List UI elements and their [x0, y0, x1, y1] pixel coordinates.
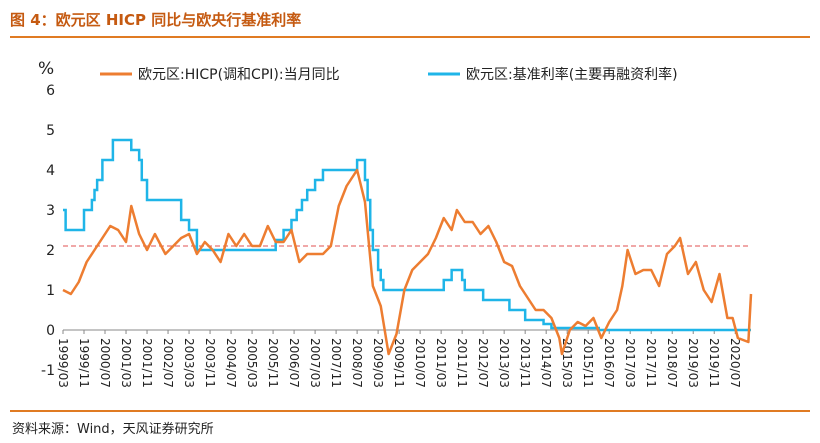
x-tick-label: 1999/11: [77, 338, 91, 388]
figure-title: 图 4：欧元区 HICP 同比与欧央行基准利率: [10, 11, 302, 29]
x-tick-label: 2007/11: [329, 338, 343, 388]
x-tick-label: 1999/03: [56, 338, 70, 388]
y-tick-label: 2: [46, 243, 55, 259]
x-tick-label: 2008/07: [350, 338, 364, 388]
series-line-hicp: [62, 168, 753, 356]
x-tick-label: 2009/11: [392, 338, 406, 388]
y-tick-label: 4: [46, 163, 55, 179]
y-tick-label: 0: [46, 323, 55, 339]
x-tick-label: 2002/07: [161, 338, 175, 388]
x-tick-label: 2004/07: [224, 338, 238, 388]
x-tick-label: 2020/07: [728, 338, 742, 388]
x-tick-label: 2005/03: [245, 338, 259, 388]
y-tick-label: 1: [46, 283, 55, 299]
x-tick-label: 2006/07: [287, 338, 301, 388]
y-axis-label: %: [38, 59, 54, 79]
x-tick-label: 2009/03: [371, 338, 385, 388]
x-tick-label: 2019/11: [707, 338, 721, 388]
x-tick-label: 2017/11: [644, 338, 658, 388]
header-rule: [10, 36, 810, 38]
x-tick-label: 2003/11: [203, 338, 217, 388]
y-tick-label: 6: [46, 83, 55, 99]
x-tick-label: 2007/03: [308, 338, 322, 388]
x-tick-label: 2017/03: [623, 338, 637, 388]
x-tick-layer: 1999/03 1999/11 2000/07 2001/03 2001/11 2002/…: [56, 330, 742, 388]
y-tick-label: -1: [41, 363, 55, 379]
x-tick-label: 2003/03: [182, 338, 196, 388]
x-tick-label: 2014/07: [539, 338, 553, 388]
x-tick-label: 2010/07: [413, 338, 427, 388]
x-tick-label: 2019/03: [686, 338, 700, 388]
x-tick-label: 2011/03: [434, 338, 448, 388]
legend: 欧元区:HICP(调和CPI):当月同比 欧元区:基准利率(主要再融资利率): [100, 66, 678, 83]
legend-label-hicp: 欧元区:HICP(调和CPI):当月同比: [138, 67, 340, 83]
x-tick-label: 2013/03: [497, 338, 511, 388]
x-tick-label: 2012/07: [476, 338, 490, 388]
footer-rule: [10, 410, 810, 412]
legend-label-rate: 欧元区:基准利率(主要再融资利率): [466, 66, 678, 83]
x-tick-label: 2011/11: [455, 338, 469, 388]
x-tick-label: 2016/07: [602, 338, 616, 388]
y-tick-label: 5: [46, 123, 55, 139]
source-note: 资料来源：Wind，天风证券研究所: [12, 422, 214, 437]
line-chart: -1 0 1 2 3 4 5 6 1999/03 1999/11 2000/07 2001/03 20…: [38, 59, 753, 388]
x-tick-label: 2015/03: [560, 338, 574, 388]
x-tick-label: 2018/07: [665, 338, 679, 388]
y-tick-layer: -1 0 1 2 3 4 5 6: [41, 83, 55, 379]
x-tick-label: 2005/11: [266, 338, 280, 388]
y-tick-label: 3: [46, 203, 55, 219]
x-tick-label: 2001/11: [140, 338, 154, 388]
x-tick-label: 2000/07: [98, 338, 112, 388]
series-layer: [62, 138, 753, 356]
title-bar: 图 4：欧元区 HICP 同比与欧央行基准利率: [0, 0, 820, 36]
series-line-rate: [63, 138, 751, 332]
x-tick-label: 2015/11: [581, 338, 595, 388]
x-tick-label: 2001/03: [119, 338, 133, 388]
x-tick-label: 2013/11: [518, 338, 532, 388]
